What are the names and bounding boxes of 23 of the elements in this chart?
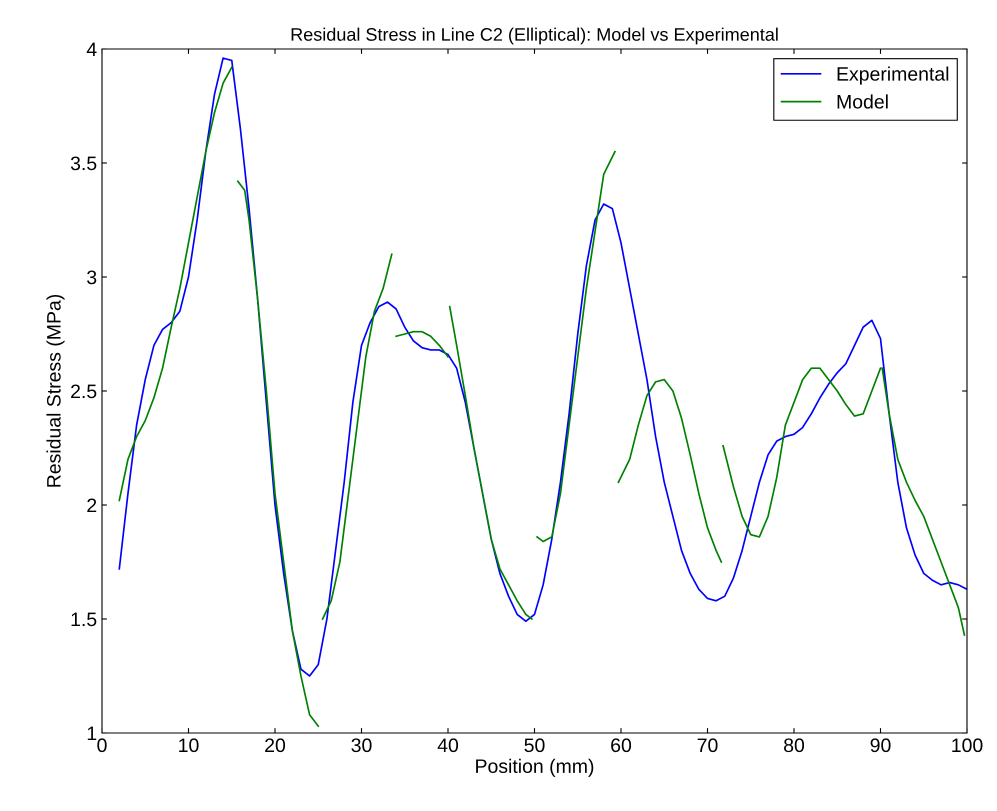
y-tick-label: 2.5: [71, 384, 96, 398]
y-axis-title: Residual Stress (MPa): [46, 294, 65, 487]
x-tick-label: 100: [952, 738, 982, 752]
x-tick-label: 0: [97, 738, 107, 752]
chart-title: Residual Stress in Line C2 (Elliptical): Model vs Experimental: [292, 28, 778, 44]
legend-label: Experimental: [838, 66, 948, 85]
x-tick-label: 70: [698, 738, 718, 752]
x-tick-label: 40: [438, 738, 458, 752]
y-tick-label: 3: [87, 270, 96, 284]
x-tick-label: 90: [870, 738, 891, 752]
y-tick-label: 1.5: [72, 612, 96, 626]
x-tick-label: 80: [784, 738, 804, 752]
x-tick-label: 10: [179, 738, 199, 752]
x-tick-label: 60: [611, 738, 632, 752]
y-tick-label: 3.5: [70, 156, 96, 170]
x-tick-label: 30: [351, 738, 372, 752]
legend-label: Model: [838, 94, 888, 109]
x-tick-label: 20: [265, 738, 286, 752]
y-tick-label: 2: [87, 498, 96, 512]
x-axis-title: Position (mm): [476, 758, 594, 777]
y-tick-label: 1: [88, 726, 96, 740]
y-tick-label: 4: [86, 42, 97, 56]
x-tick-label: 50: [524, 738, 545, 752]
